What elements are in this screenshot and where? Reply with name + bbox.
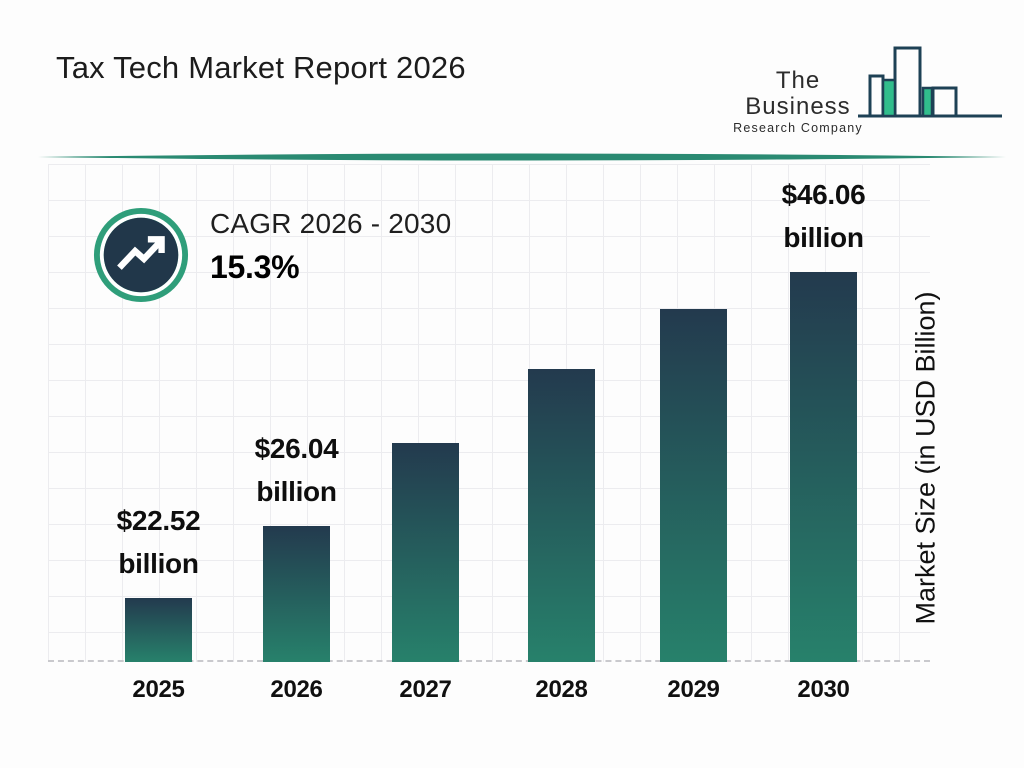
- page-title: Tax Tech Market Report 2026: [56, 50, 466, 85]
- bar-2027: [392, 443, 459, 662]
- y-axis-label: Market Size (in USD Billion): [910, 291, 941, 625]
- logo-text: The Business Research Company: [722, 68, 874, 136]
- logo-subtitle: Research Company: [733, 121, 863, 135]
- bar-value-label-2026: $26.04 billion: [254, 433, 339, 507]
- bar-2028: [528, 369, 595, 662]
- bar-2025: [125, 598, 192, 662]
- logo-bars-icon: [858, 46, 1002, 118]
- trending-up-icon: [93, 207, 189, 303]
- company-logo: The Business Research Company: [716, 34, 1002, 135]
- cagr-label: CAGR 2026 - 2030: [210, 208, 452, 239]
- x-tick-label-2028: 2028: [535, 676, 588, 703]
- x-tick-label-2027: 2027: [399, 676, 452, 703]
- bar-2026: [263, 526, 330, 662]
- bar-chart-plot: CAGR 2026 - 2030 15.3% $22.52 billion 2025…: [48, 164, 930, 703]
- cagr-block: CAGR 2026 - 2030 15.3%: [210, 208, 451, 286]
- bar-2029: [660, 309, 727, 662]
- x-tick-label-2026: 2026: [270, 676, 323, 703]
- x-tick-label-2030: 2030: [797, 676, 850, 703]
- x-tick-label-2029: 2029: [667, 676, 720, 703]
- x-tick-label-2025: 2025: [132, 676, 185, 703]
- cagr-value: 15.3%: [210, 249, 300, 285]
- bar-value-label-2030: $46.06 billion: [781, 179, 866, 253]
- bar-value-label-2025: $22.52 billion: [116, 505, 201, 579]
- logo-title: The Business: [745, 67, 851, 120]
- x-axis-baseline: [48, 660, 930, 662]
- bar-2030: [790, 272, 857, 662]
- divider-line: [38, 153, 1006, 161]
